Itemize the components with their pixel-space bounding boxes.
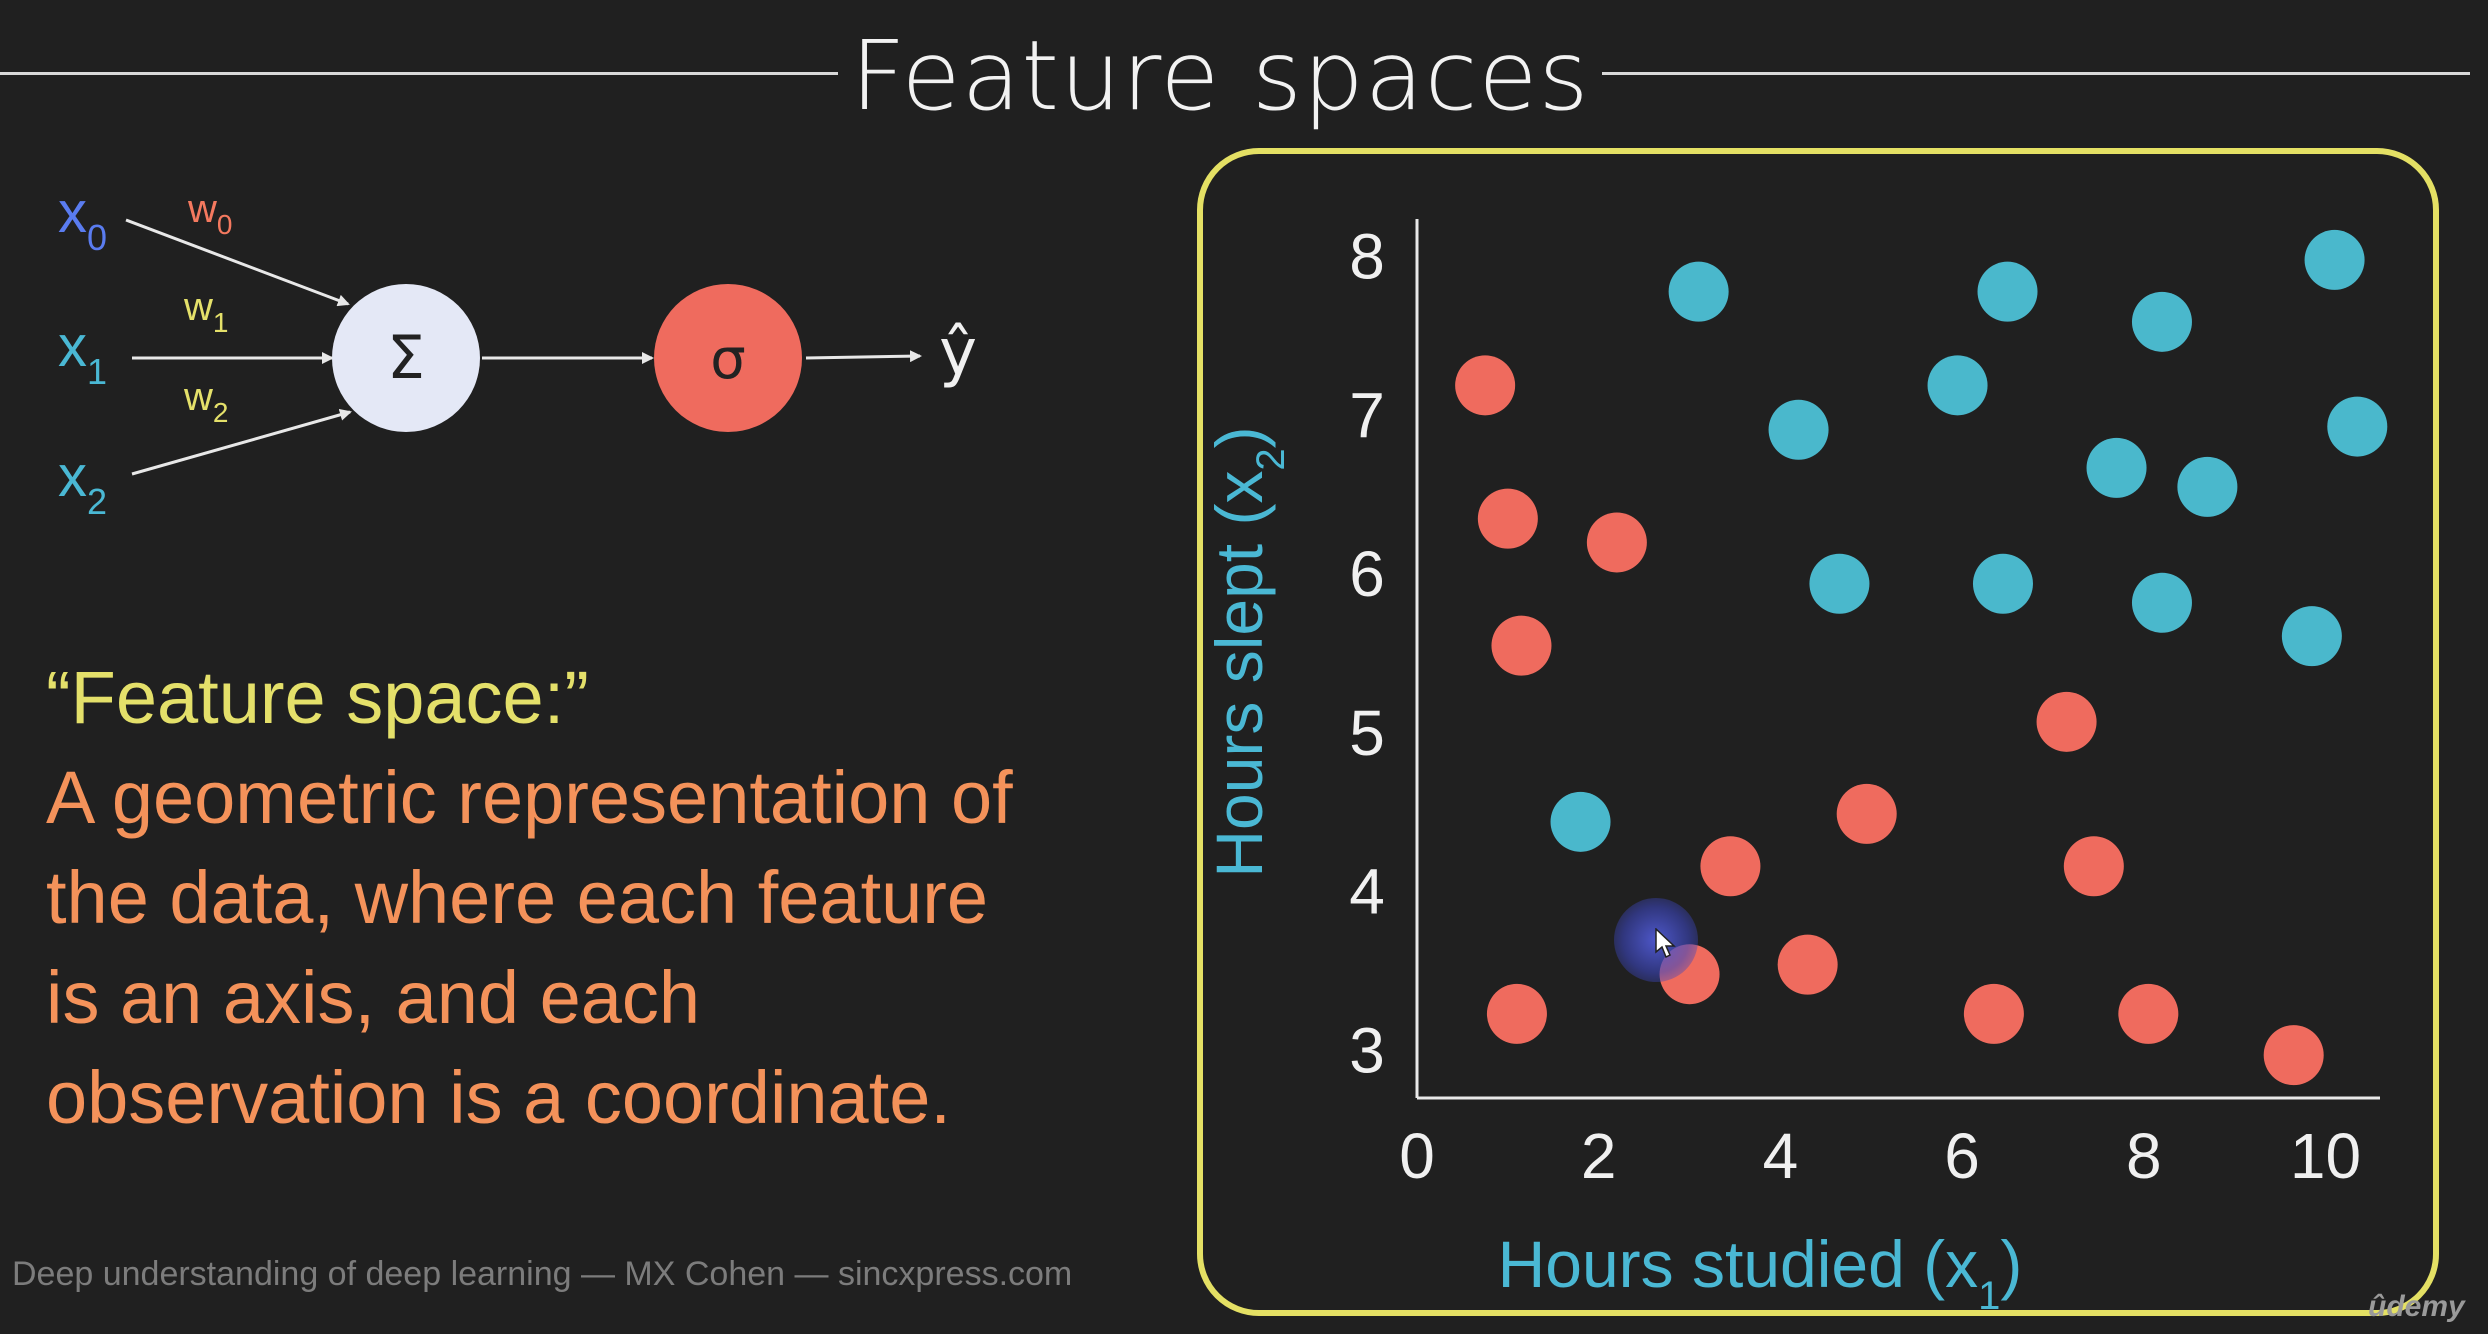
data-point-red xyxy=(1700,836,1761,897)
plot-frame xyxy=(1197,148,2439,1316)
slide-footer: Deep understanding of deep learning — MX… xyxy=(12,1255,1073,1293)
weight-w0: w0 xyxy=(187,187,232,240)
x-tick-label: 6 xyxy=(1944,1120,1980,1192)
x-tick-label: 10 xyxy=(2290,1120,2361,1192)
slide-title: Feature spaces xyxy=(850,20,1590,132)
data-points xyxy=(1455,229,2388,1086)
definition-line: observation is a coordinate. xyxy=(46,1056,951,1139)
definition-line: A geometric representation of xyxy=(46,756,1013,839)
y-tick-label: 5 xyxy=(1349,697,1385,769)
data-point-blue xyxy=(2131,572,2192,633)
y-tick-label: 7 xyxy=(1349,379,1385,451)
data-point-blue xyxy=(1927,355,1988,416)
data-point-red xyxy=(1963,983,2024,1044)
y-axis-label: Hours slept (x2) xyxy=(1202,426,1293,877)
definition-line: the data, where each feature xyxy=(46,856,989,939)
x-tick-label: 2 xyxy=(1581,1120,1617,1192)
data-point-blue xyxy=(2177,456,2238,517)
data-point-red xyxy=(1486,983,1547,1044)
x-axis-label: Hours studied (x1) xyxy=(1498,1227,2023,1318)
title-rule-left xyxy=(0,72,838,75)
udemy-logo: ûdemy xyxy=(2368,1290,2465,1323)
input-x2: x2 xyxy=(58,444,107,522)
data-point-red xyxy=(1586,512,1647,573)
edge-x0 xyxy=(125,218,350,307)
data-point-red xyxy=(1491,615,1552,676)
data-point-blue xyxy=(2281,606,2342,667)
title-rule-right xyxy=(1602,72,2470,75)
data-point-red xyxy=(2036,691,2097,752)
activation-node xyxy=(654,284,802,432)
data-point-blue xyxy=(1668,261,1729,322)
edge-x2 xyxy=(131,408,352,476)
data-point-blue xyxy=(1972,553,2033,614)
input-x0: x0 xyxy=(58,180,107,258)
data-point-blue xyxy=(2131,291,2192,352)
weight-w1: w1 xyxy=(183,285,228,338)
activation-symbol: σ xyxy=(710,327,746,392)
definition-body: A geometric representation of the data, … xyxy=(46,748,1196,1148)
neuron-diagram: Σ σ ŷ x0 x1 x2 w0 w1 w2 xyxy=(58,180,977,522)
data-point-red xyxy=(2263,1025,2324,1086)
definition-line: is an axis, and each xyxy=(46,956,701,1039)
data-point-blue xyxy=(1809,553,1870,614)
data-point-blue xyxy=(1977,261,2038,322)
input-x1: x1 xyxy=(58,314,107,392)
data-point-red xyxy=(1777,934,1838,995)
definition-heading: “Feature space:” xyxy=(46,656,589,739)
output-symbol: ŷ xyxy=(939,316,977,390)
y-tick-label: 4 xyxy=(1349,856,1385,928)
mouse-pointer-icon xyxy=(1655,928,1676,959)
data-point-red xyxy=(1836,783,1897,844)
edge-sigma-out xyxy=(805,350,922,363)
data-point-red xyxy=(2063,836,2124,897)
x-tick-label: 4 xyxy=(1763,1120,1799,1192)
data-point-red xyxy=(1477,488,1538,549)
data-point-blue xyxy=(1768,399,1829,460)
sum-symbol: Σ xyxy=(387,323,425,393)
y-tick-label: 6 xyxy=(1349,538,1385,610)
x-tick-label: 0 xyxy=(1399,1120,1435,1192)
data-point-red xyxy=(1455,355,1516,416)
tick-labels: 0 2 4 6 8 10 3 4 5 6 7 8 xyxy=(1349,221,2361,1192)
axes xyxy=(1415,219,2380,1100)
weight-w2: w2 xyxy=(183,375,228,428)
data-point-blue xyxy=(2327,396,2388,457)
y-tick-label: 3 xyxy=(1349,1014,1385,1086)
y-tick-label: 8 xyxy=(1349,221,1385,293)
data-point-blue xyxy=(1550,791,1611,852)
data-point-red xyxy=(2118,983,2179,1044)
data-point-blue xyxy=(2086,437,2147,498)
x-tick-label: 8 xyxy=(2126,1120,2162,1192)
sum-node xyxy=(332,284,480,432)
data-point-blue xyxy=(2304,229,2365,290)
